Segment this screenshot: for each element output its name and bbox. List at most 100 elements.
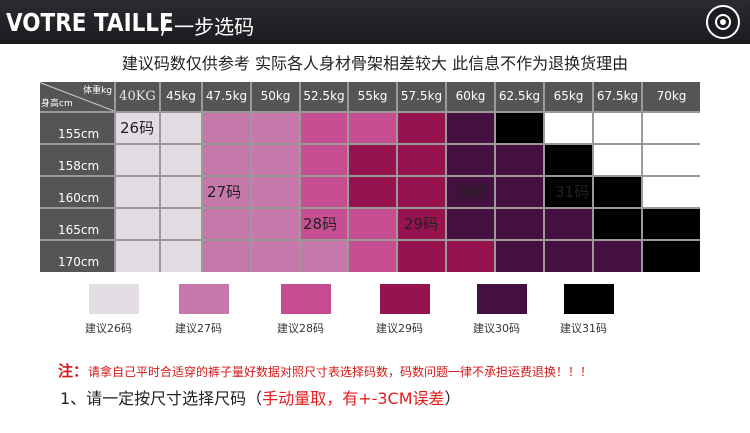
weight-header: 67.5kg	[594, 82, 641, 111]
size-cell	[252, 241, 299, 272]
size-cell	[447, 177, 494, 207]
size-label: 26码	[120, 119, 155, 137]
tip-suffix: ）	[444, 389, 461, 408]
size-cell	[161, 113, 201, 143]
size-swatch	[477, 284, 527, 314]
banner-subtitle: / 一步选码	[161, 15, 255, 39]
weight-header: 65kg	[545, 82, 592, 111]
banner-title: VOTRE TAILLE	[6, 8, 174, 37]
size-swatch	[179, 284, 229, 314]
size-cell	[349, 113, 396, 143]
note-prefix: 注：	[58, 362, 89, 380]
size-cell	[252, 177, 299, 207]
size-cell	[643, 113, 700, 143]
weight-header: 70kg	[643, 82, 700, 111]
height-row-label: 170cm	[40, 241, 114, 272]
size-cell	[496, 113, 543, 143]
swatch-label: 建议26码	[85, 322, 132, 335]
weight-header: 45kg	[161, 82, 201, 111]
weight-header: 57.5kg	[398, 82, 445, 111]
size-label: 29码	[404, 215, 439, 233]
size-cell	[161, 145, 201, 175]
size-cell	[203, 177, 250, 207]
size-label: 28码	[303, 215, 338, 233]
size-cell	[349, 209, 396, 239]
table-corner-header: 体重kg 身高cm	[40, 82, 114, 111]
size-cell	[496, 241, 543, 272]
weight-header: 40KG	[116, 82, 159, 111]
swatch-label: 建议27码	[175, 322, 222, 335]
swatch-label: 建议28码	[277, 322, 324, 335]
size-cell	[203, 209, 250, 239]
size-cell	[301, 241, 347, 272]
size-label: 31码	[555, 183, 590, 201]
note-text: 请拿自己平时合适穿的裤子量好数据对照尺寸表选择码数，码数问题一律不承担运费退换！…	[88, 365, 593, 379]
size-cell	[398, 113, 445, 143]
weight-header: 50kg	[252, 82, 299, 111]
size-cell	[116, 177, 159, 207]
measurement-tip: 1、请一定按尺寸选择尺码（手动量取，有+-3CM误差）	[60, 385, 461, 409]
weight-header: 55kg	[349, 82, 396, 111]
swatch-label: 建议31码	[560, 322, 607, 335]
size-swatch	[380, 284, 430, 314]
size-cell	[643, 177, 700, 207]
size-cell	[594, 241, 641, 272]
size-cell	[447, 113, 494, 143]
size-cell	[545, 177, 592, 207]
size-cell	[252, 145, 299, 175]
size-cell	[398, 145, 445, 175]
size-cell	[252, 113, 299, 143]
size-cell	[594, 209, 641, 239]
size-label: 30码	[453, 183, 488, 201]
size-cell	[398, 209, 445, 239]
size-cell	[203, 113, 250, 143]
size-cell	[301, 145, 347, 175]
size-cell	[116, 209, 159, 239]
reference-notice: 建议码数仅供参考 实际各人身材骨架相差较大 此信息不作为退换货理由	[121, 54, 629, 73]
size-cell	[116, 241, 159, 272]
size-swatch	[89, 284, 139, 314]
size-cell	[594, 113, 641, 143]
weight-header: 52.5kg	[301, 82, 347, 111]
size-cell	[545, 113, 592, 143]
size-chart-table: 体重kg 身高cm 40KG 45kg 47.5kg 50kg 52.5kg 55kg 57…	[40, 82, 700, 272]
size-cell	[301, 209, 347, 239]
size-cell	[496, 177, 543, 207]
size-cell	[545, 209, 592, 239]
size-cell	[203, 145, 250, 175]
size-cell	[447, 241, 494, 272]
size-cell	[161, 177, 201, 207]
size-cell	[161, 241, 201, 272]
weight-header: 47.5kg	[203, 82, 250, 111]
height-row-label: 165cm	[40, 209, 114, 239]
size-cell	[594, 177, 641, 207]
size-swatch	[281, 284, 331, 314]
size-cell	[643, 241, 700, 272]
size-cell	[643, 209, 700, 239]
size-cell	[161, 209, 201, 239]
size-cell	[349, 177, 396, 207]
size-cell	[116, 145, 159, 175]
size-cell	[398, 241, 445, 272]
swatch-label: 建议30码	[473, 322, 520, 335]
size-cell	[447, 209, 494, 239]
brand-badge-icon	[706, 5, 740, 39]
size-cell	[643, 145, 700, 175]
height-row-label: 155cm	[40, 113, 114, 143]
size-cell	[203, 241, 250, 272]
size-label: 27码	[207, 183, 242, 201]
size-cell	[116, 113, 159, 143]
size-cell	[349, 145, 396, 175]
size-cell	[594, 145, 641, 175]
header-banner: VOTRE TAILLE / 一步选码	[0, 0, 750, 44]
size-swatch	[564, 284, 614, 314]
height-row-label: 158cm	[40, 145, 114, 175]
weight-header: 60kg	[447, 82, 494, 111]
size-cell	[301, 113, 347, 143]
swatch-label: 建议29码	[376, 322, 423, 335]
size-cell	[301, 177, 347, 207]
size-cell	[252, 209, 299, 239]
size-cell	[496, 145, 543, 175]
size-cell	[545, 145, 592, 175]
tip-prefix: 1、请一定按尺寸选择尺码（	[60, 389, 263, 408]
